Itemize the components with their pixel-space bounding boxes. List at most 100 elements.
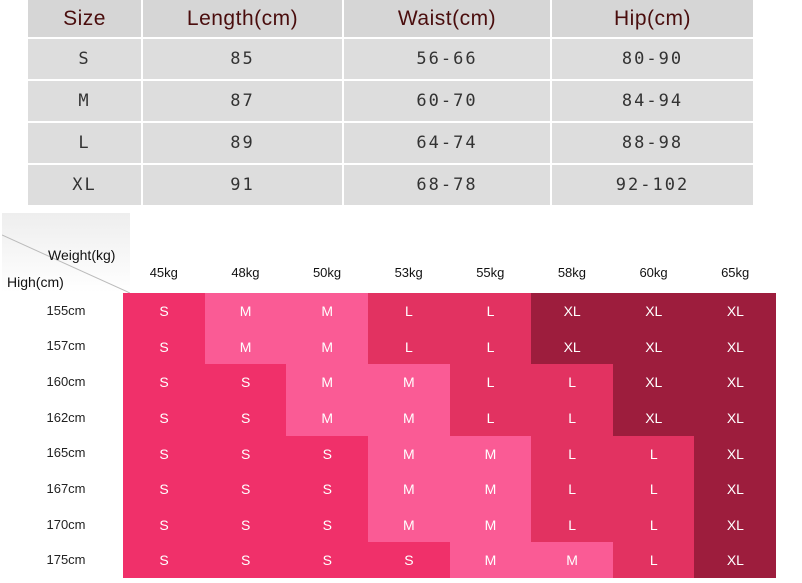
- size-cell: S: [286, 471, 369, 508]
- size-cell: S: [286, 435, 369, 472]
- size-table-cell: M: [28, 81, 143, 123]
- size-cell: L: [449, 328, 532, 365]
- size-cell: L: [531, 506, 614, 543]
- size-cell: L: [612, 542, 695, 579]
- size-cell: M: [286, 364, 369, 401]
- size-cell: XL: [612, 399, 695, 436]
- height-row-header: 175cm: [46, 552, 86, 568]
- corner-header: [2, 213, 130, 293]
- size-table-cell: 68-78: [344, 165, 552, 207]
- size-cell: M: [449, 435, 532, 472]
- size-cell: M: [367, 435, 450, 472]
- weight-column-header: 65kg: [721, 265, 750, 280]
- size-cell: XL: [694, 328, 777, 365]
- size-recommendation-chart: Weight(kg) High(cm) 45kg 48kg 50kg 53kg 55kg…: [0, 213, 802, 583]
- size-table-cell: S: [28, 39, 143, 81]
- size-cell: L: [612, 471, 695, 508]
- size-cell: XL: [694, 542, 777, 579]
- weight-column-header: 50kg: [312, 265, 342, 280]
- size-table-cell: 85: [143, 39, 344, 81]
- weight-column-header: 48kg: [231, 265, 260, 280]
- size-cell: M: [367, 471, 450, 508]
- size-cell: L: [449, 364, 532, 401]
- size-cell: L: [367, 328, 450, 365]
- size-cell: M: [367, 399, 450, 436]
- size-cell: S: [204, 506, 287, 543]
- size-cell: L: [367, 293, 450, 329]
- size-cell: XL: [694, 364, 777, 401]
- size-cell: S: [204, 364, 287, 401]
- size-cell: XL: [531, 293, 614, 329]
- size-cell: XL: [612, 328, 695, 365]
- size-cell: L: [531, 471, 614, 508]
- size-cell: S: [204, 471, 287, 508]
- size-cell: M: [449, 506, 532, 543]
- size-cell: S: [204, 399, 287, 436]
- size-table-header: Size: [28, 0, 143, 39]
- size-cell: M: [204, 293, 287, 329]
- size-table-cell: 56-66: [344, 39, 552, 81]
- size-cell: M: [286, 399, 369, 436]
- size-cell: S: [123, 542, 205, 579]
- size-cell: XL: [612, 293, 695, 329]
- weight-column-header: 58kg: [557, 265, 587, 280]
- size-cell: S: [123, 435, 205, 472]
- size-table-cell: 64-74: [344, 123, 552, 165]
- size-cell: L: [531, 364, 614, 401]
- size-cell: M: [531, 542, 614, 579]
- height-row-header: 157cm: [46, 338, 86, 354]
- size-table-cell: 92-102: [552, 165, 753, 207]
- weight-axis-label: Weight(kg): [48, 247, 116, 263]
- height-row-header: 162cm: [46, 409, 86, 425]
- height-axis-label: High(cm): [7, 274, 64, 290]
- size-grid: S M M L L XL XL XL S M M L L XL XL XL S S M M L L XL XL S S M M L L XL…: [123, 293, 777, 579]
- size-cell: S: [204, 542, 287, 579]
- size-cell: M: [367, 506, 450, 543]
- size-cell: S: [123, 328, 205, 365]
- corner-diagonal-line: [2, 234, 130, 293]
- size-cell: XL: [694, 506, 777, 543]
- weight-column-header: 60kg: [639, 265, 668, 280]
- size-cell: S: [204, 435, 287, 472]
- size-cell: S: [367, 542, 450, 579]
- size-table-cell: XL: [28, 165, 143, 207]
- size-cell: L: [531, 435, 614, 472]
- size-cell: M: [367, 364, 450, 401]
- size-cell: XL: [694, 435, 777, 472]
- height-row-header: 155cm: [46, 302, 86, 318]
- size-cell: XL: [694, 293, 777, 329]
- size-cell: S: [123, 293, 205, 329]
- size-cell: XL: [694, 471, 777, 508]
- weight-column-header: 55kg: [476, 265, 505, 280]
- size-table-cell: 87: [143, 81, 344, 123]
- size-cell: L: [449, 399, 532, 436]
- size-table-header: Length(cm): [143, 0, 344, 39]
- size-table-cell: 60-70: [344, 81, 552, 123]
- size-table-cell: 80-90: [552, 39, 753, 81]
- size-cell: M: [286, 293, 369, 329]
- height-row-header: 160cm: [46, 374, 86, 390]
- size-cell: S: [286, 542, 369, 579]
- size-cell: L: [612, 506, 695, 543]
- size-table-cell: 91: [143, 165, 344, 207]
- size-cell: M: [286, 328, 369, 365]
- size-cell: S: [123, 364, 205, 401]
- size-measurement-table: Size Length(cm) Waist(cm) Hip(cm) S 85 56-66 80…: [28, 0, 753, 207]
- height-row-header: 170cm: [46, 516, 86, 532]
- height-row-header: 165cm: [46, 445, 86, 461]
- size-cell: XL: [531, 328, 614, 365]
- weight-column-header: 45kg: [149, 265, 178, 280]
- size-cell: XL: [694, 399, 777, 436]
- size-table-cell: 89: [143, 123, 344, 165]
- size-cell: S: [286, 506, 369, 543]
- size-cell: S: [123, 399, 205, 436]
- size-cell: M: [449, 542, 532, 579]
- size-cell: L: [531, 399, 614, 436]
- size-table-cell: 84-94: [552, 81, 753, 123]
- size-cell: M: [204, 328, 287, 365]
- size-cell: M: [449, 471, 532, 508]
- size-table-header: Waist(cm): [344, 0, 552, 39]
- size-cell: L: [449, 293, 532, 329]
- size-cell: S: [123, 471, 205, 508]
- size-cell: S: [123, 506, 205, 543]
